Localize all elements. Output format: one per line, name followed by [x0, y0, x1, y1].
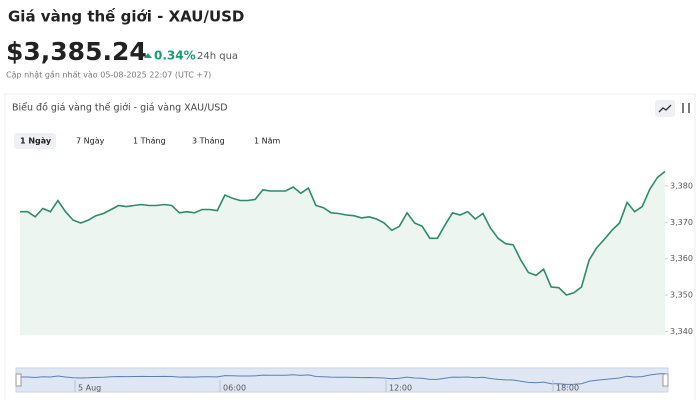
- y-tick-label: 3,360: [670, 254, 693, 263]
- y-tick-label: 3,370: [670, 218, 693, 227]
- navigator-label: 12:00: [389, 384, 412, 393]
- chart-panel-title: Biểu đồ giá vàng thế giới - giá vàng XAU…: [12, 103, 228, 114]
- updated: Cập nhật gần nhất vào 05-08-2025 22:07 (…: [6, 70, 211, 81]
- y-tick-label: 3,340: [670, 327, 693, 336]
- tab-selected: [14, 133, 56, 149]
- navigator-label: 06:00: [223, 384, 246, 393]
- up-arrow: [144, 53, 152, 58]
- navigator-line: [20, 373, 666, 385]
- price-line: [20, 170, 666, 296]
- tab[interactable]: 1 Ngày: [20, 137, 52, 146]
- period: 24h qua: [197, 51, 238, 62]
- navigator-label: 18:00: [556, 384, 579, 393]
- y-tick-label: 3,350: [670, 291, 693, 300]
- price: $3,385.24: [6, 37, 147, 66]
- tab[interactable]: 1 Tháng: [133, 137, 166, 146]
- change: 0.34%: [154, 49, 196, 63]
- candle-icon[interactable]: [682, 103, 690, 113]
- tab[interactable]: 1 Năm: [254, 137, 281, 146]
- line-icon: [658, 104, 672, 113]
- line-icon-button[interactable]: [655, 100, 675, 117]
- tab[interactable]: 7 Ngày: [76, 137, 105, 146]
- navigator-handle[interactable]: [662, 373, 669, 387]
- y-tick-label: 3,380: [670, 181, 693, 190]
- navigator-label: 5 Aug: [78, 384, 101, 393]
- page-title: Giá vàng thế giới - XAU/USD: [8, 7, 244, 26]
- tab[interactable]: 3 Tháng: [192, 137, 225, 146]
- area: [20, 171, 665, 335]
- navigator-handle[interactable]: [15, 373, 22, 387]
